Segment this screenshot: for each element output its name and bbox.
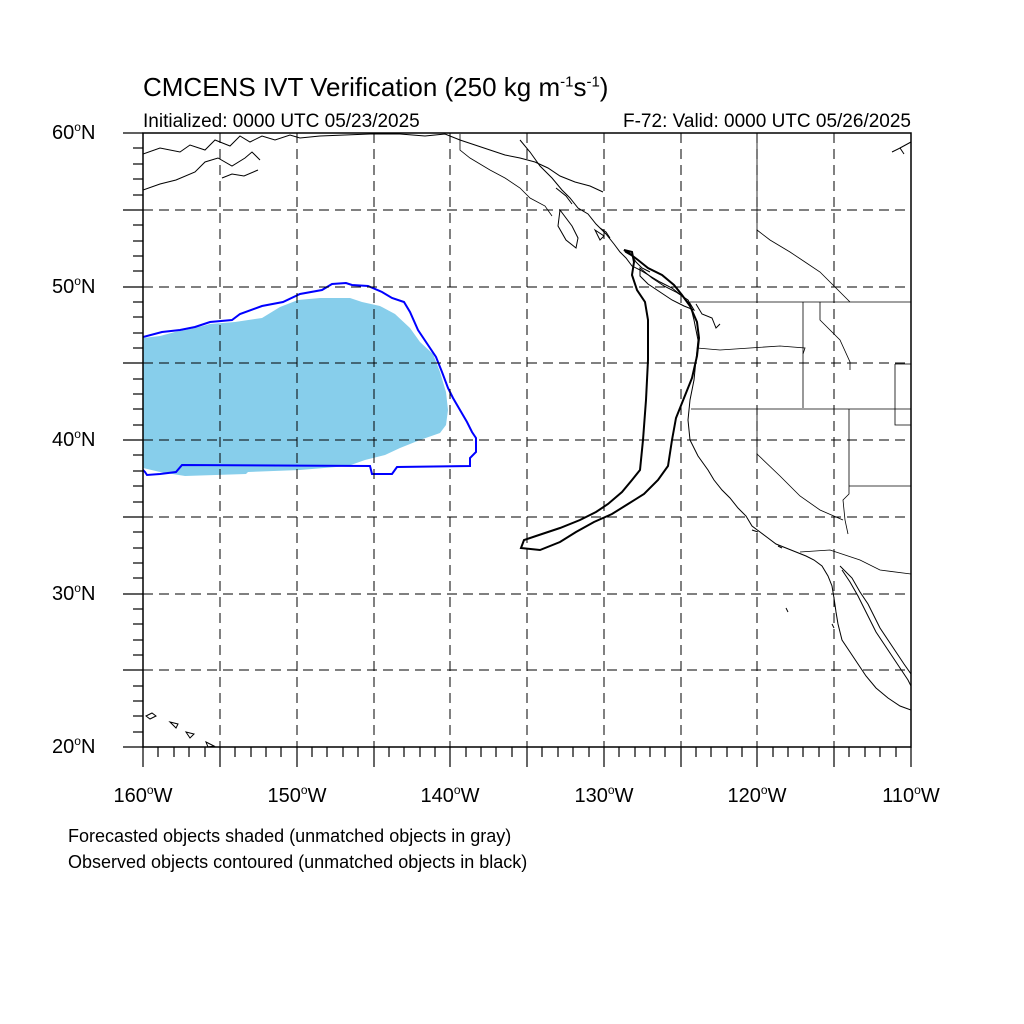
political-borders: [459, 133, 911, 575]
observed-object-matched: [143, 281, 477, 477]
observed-object-unmatched: [519, 249, 701, 552]
chart-title: CMCENS IVT Verification (250 kg m-1s-1): [143, 72, 609, 102]
lat-label-40n: 40oN: [52, 427, 96, 451]
valid-time: F-72: Valid: 0000 UTC 05/26/2025: [623, 111, 911, 132]
gridlines: [143, 133, 911, 747]
note-observed-contoured: Observed objects contoured (unmatched ob…: [68, 852, 528, 872]
lat-label-50n: 50oN: [52, 274, 96, 298]
forecast-object-shaded: [143, 298, 448, 476]
lon-label-160w: 160oW: [113, 783, 173, 807]
axis-ticks: [123, 132, 912, 767]
coastlines: [143, 133, 911, 747]
lon-label-140w: 140oW: [420, 783, 480, 807]
lat-label-20n: 20oN: [52, 734, 96, 758]
lat-label-30n: 30oN: [52, 581, 96, 605]
lat-label-60n: 60oN: [52, 120, 96, 144]
lon-label-110w: 110oW: [882, 783, 940, 807]
note-forecast-shaded: Forecasted objects shaded (unmatched obj…: [68, 826, 512, 846]
lon-label-120w: 120oW: [727, 783, 787, 807]
lon-label-150w: 150oW: [267, 783, 327, 807]
initialized-time: Initialized: 0000 UTC 05/23/2025: [143, 111, 420, 132]
lon-label-130w: 130oW: [574, 783, 634, 807]
